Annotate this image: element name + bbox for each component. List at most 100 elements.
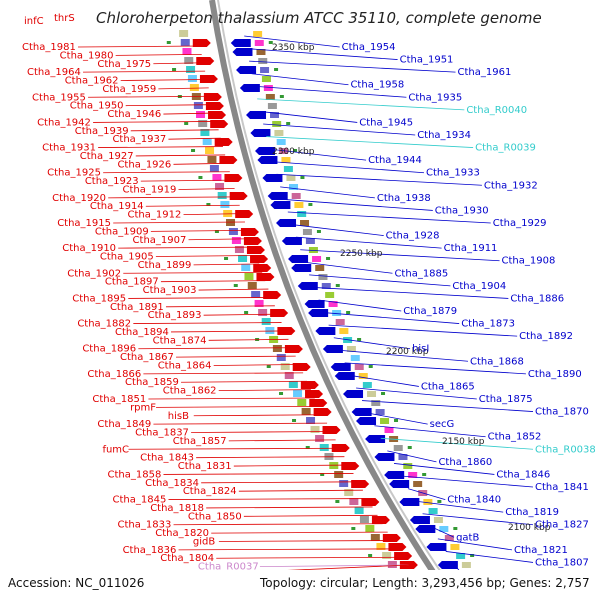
gene-label-ctha-1891[interactable]: Ctha_1891 — [110, 302, 164, 313]
gene-label-ctha-1903[interactable]: Ctha_1903 — [143, 285, 197, 296]
forward-gene-arrow[interactable] — [253, 264, 272, 272]
gene-label-ctha-1850[interactable]: Ctha_1850 — [188, 511, 242, 522]
reverse-gene-arrow[interactable] — [315, 327, 336, 335]
gene-label-ctha-1897[interactable]: Ctha_1897 — [105, 277, 159, 288]
gene-label-ctha-1942[interactable]: Ctha_1942 — [37, 117, 91, 128]
gene-label-ctha-1927[interactable]: Ctha_1927 — [80, 151, 134, 162]
forward-gene-arrow[interactable] — [243, 237, 262, 245]
gene-label-ctha-1834[interactable]: Ctha_1834 — [145, 478, 199, 489]
gene-label-ctha-1980[interactable]: Ctha_1980 — [60, 50, 114, 61]
reverse-gene-arrow[interactable] — [322, 345, 343, 353]
gene-label-ctha-1858[interactable]: Ctha_1858 — [107, 469, 161, 480]
gene-label-ctha-1959[interactable]: Ctha_1959 — [102, 84, 156, 95]
reverse-gene-arrow[interactable] — [415, 525, 436, 533]
forward-gene-arrow[interactable] — [205, 102, 224, 110]
forward-gene-arrow[interactable] — [270, 309, 289, 317]
gene-label-ctha-1870[interactable]: Ctha_1870 — [535, 407, 589, 418]
gene-label-ctha-1868[interactable]: Ctha_1868 — [470, 356, 524, 367]
forward-gene-arrow[interactable] — [256, 273, 275, 281]
reverse-gene-arrow[interactable] — [267, 192, 288, 200]
gene-label-gidb[interactable]: gidB — [193, 536, 215, 547]
forward-gene-arrow[interactable] — [250, 255, 269, 263]
reverse-gene-arrow[interactable] — [297, 282, 318, 290]
gene-label-ctha-1930[interactable]: Ctha_1930 — [435, 205, 489, 216]
gene-label-ctha-1902[interactable]: Ctha_1902 — [67, 268, 121, 279]
gene-label-ctha-1975[interactable]: Ctha_1975 — [97, 59, 151, 70]
gene-label-ctha-1827[interactable]: Ctha_1827 — [535, 520, 589, 531]
gene-label-ctha-1935[interactable]: Ctha_1935 — [408, 92, 462, 103]
gene-label-ctha-1824[interactable]: Ctha_1824 — [183, 486, 237, 497]
reverse-gene-arrow[interactable] — [374, 453, 395, 461]
forward-gene-arrow[interactable] — [199, 75, 218, 83]
forward-gene-arrow[interactable] — [309, 399, 328, 407]
reverse-gene-arrow[interactable] — [250, 129, 271, 137]
gene-label-ctha-1962[interactable]: Ctha_1962 — [65, 76, 119, 87]
gene-label-ctha-1859[interactable]: Ctha_1859 — [125, 377, 179, 388]
forward-gene-arrow[interactable] — [235, 210, 254, 218]
gene-label-ctha-1951[interactable]: Ctha_1951 — [400, 55, 454, 66]
reverse-gene-arrow[interactable] — [389, 480, 410, 488]
forward-gene-arrow[interactable] — [210, 120, 229, 128]
gene-label-ctha-1899[interactable]: Ctha_1899 — [138, 260, 192, 271]
gene-label-ctha-1820[interactable]: Ctha_1820 — [155, 528, 209, 539]
gene-label-ctha-1954[interactable]: Ctha_1954 — [342, 42, 396, 53]
forward-gene-arrow[interactable] — [284, 345, 303, 353]
gene-label-ctha-1867[interactable]: Ctha_1867 — [120, 352, 174, 363]
gene-label-ctha-1896[interactable]: Ctha_1896 — [82, 344, 136, 355]
gene-label-ctha-1804[interactable]: Ctha_1804 — [160, 553, 214, 564]
gene-label-ctha-1886[interactable]: Ctha_1886 — [510, 293, 564, 304]
gene-label-ctha-1958[interactable]: Ctha_1958 — [350, 80, 404, 91]
gene-label-ctha-1807[interactable]: Ctha_1807 — [535, 557, 589, 568]
gene-label-ctha-1836[interactable]: Ctha_1836 — [123, 545, 177, 556]
gene-label-ctha-1955[interactable]: Ctha_1955 — [32, 92, 86, 103]
gene-label-ctha-1893[interactable]: Ctha_1893 — [148, 310, 202, 321]
gene-label-ctha-1821[interactable]: Ctha_1821 — [514, 545, 568, 556]
gene-label-ctha-1840[interactable]: Ctha_1840 — [447, 495, 501, 506]
reverse-gene-arrow[interactable] — [262, 174, 283, 182]
gene-label-ctha-1945[interactable]: Ctha_1945 — [359, 117, 413, 128]
reverse-gene-arrow[interactable] — [399, 498, 420, 506]
forward-gene-arrow[interactable] — [300, 381, 319, 389]
gene-label-ctha-1932[interactable]: Ctha_1932 — [484, 180, 538, 191]
gene-label-ctha-1937[interactable]: Ctha_1937 — [112, 134, 166, 145]
forward-gene-arrow[interactable] — [399, 561, 418, 569]
forward-gene-arrow[interactable] — [229, 192, 248, 200]
forward-gene-arrow[interactable] — [351, 480, 370, 488]
gene-label-ctha-1894[interactable]: Ctha_1894 — [115, 327, 169, 338]
gene-label-ctha-1905[interactable]: Ctha_1905 — [100, 252, 154, 263]
gene-label-ctha-1885[interactable]: Ctha_1885 — [394, 268, 448, 279]
reverse-gene-arrow[interactable] — [334, 372, 355, 380]
forward-gene-arrow[interactable] — [341, 462, 360, 470]
gene-label-ctha-1961[interactable]: Ctha_1961 — [458, 67, 512, 78]
reverse-gene-arrow[interactable] — [351, 408, 372, 416]
forward-gene-arrow[interactable] — [394, 552, 413, 560]
gene-label-ctha-1946[interactable]: Ctha_1946 — [107, 109, 161, 120]
reverse-gene-arrow[interactable] — [232, 48, 253, 56]
gene-label-ctha-1852[interactable]: Ctha_1852 — [488, 432, 542, 443]
gene-label-ctha-1931[interactable]: Ctha_1931 — [42, 143, 96, 154]
gene-label-ctha-1908[interactable]: Ctha_1908 — [502, 256, 556, 267]
forward-gene-arrow[interactable] — [331, 444, 350, 452]
reverse-gene-arrow[interactable] — [230, 39, 251, 47]
gene-label-ctha-1819[interactable]: Ctha_1819 — [505, 507, 559, 518]
gene-label-ctha-1831[interactable]: Ctha_1831 — [178, 461, 232, 472]
gene-label-hisb[interactable]: hisB — [168, 411, 189, 422]
forward-gene-arrow[interactable] — [203, 93, 222, 101]
reverse-gene-arrow[interactable] — [437, 561, 458, 569]
gene-label-ctha-1926[interactable]: Ctha_1926 — [117, 159, 171, 170]
reverse-gene-arrow[interactable] — [384, 471, 405, 479]
forward-gene-arrow[interactable] — [240, 228, 259, 236]
gene-label-secg[interactable]: secG — [430, 419, 455, 430]
gene-label-ctha-1846[interactable]: Ctha_1846 — [496, 469, 550, 480]
gene-label-ctha-1912[interactable]: Ctha_1912 — [128, 210, 182, 221]
gene-label-ctha-1864[interactable]: Ctha_1864 — [158, 360, 212, 371]
forward-gene-arrow[interactable] — [388, 543, 407, 551]
gene-label-ctha-1909[interactable]: Ctha_1909 — [95, 226, 149, 237]
gene-label-ctha-1865[interactable]: Ctha_1865 — [421, 381, 475, 392]
gene-label-ctha-1857[interactable]: Ctha_1857 — [173, 436, 227, 447]
gene-label-ctha-1904[interactable]: Ctha_1904 — [452, 281, 506, 292]
gene-label-ctha-1928[interactable]: Ctha_1928 — [386, 231, 440, 242]
gene-label-ctha-1841[interactable]: Ctha_1841 — [535, 482, 589, 493]
gene-label-ctha-1860[interactable]: Ctha_1860 — [438, 457, 492, 468]
reverse-gene-arrow[interactable] — [246, 111, 267, 119]
